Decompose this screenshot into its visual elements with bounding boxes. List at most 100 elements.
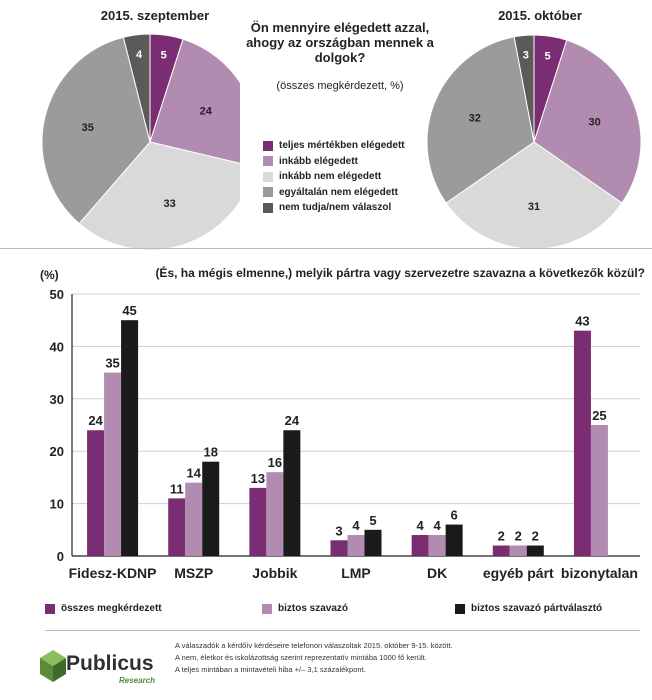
bar-value-label: 4 (434, 518, 442, 533)
logo-name: Publicus (66, 652, 154, 675)
bar-value-label: 11 (170, 481, 184, 496)
bar-value-label: 18 (203, 445, 217, 460)
legend-item: egyáltalán nem elégedett (263, 185, 405, 201)
bar (411, 535, 429, 556)
pie-slice (513, 34, 535, 143)
bar-value-label: 45 (122, 303, 136, 318)
bar-value-label: 13 (251, 471, 265, 486)
bar (509, 545, 527, 556)
bar-value-label: 24 (88, 413, 103, 428)
footnote: A válaszadók a kérdőív kérdéseire telefo… (175, 641, 453, 650)
legend-label: biztos szavazó pártválasztó (471, 603, 603, 614)
bar (283, 430, 301, 556)
bar (266, 472, 284, 556)
bar-value-label: 2 (515, 529, 522, 544)
pie-chart-october: 5 30 31 32 3 (426, 34, 642, 250)
bar (492, 545, 510, 556)
pie-slice (41, 36, 151, 225)
legend-label: inkább nem elégedett (279, 171, 382, 183)
bar-value-label: 2 (498, 529, 505, 544)
pie-slice (149, 38, 240, 164)
legend-label: nem tudja/nem válaszol (279, 202, 392, 214)
bar (590, 425, 608, 556)
x-category-label: egyéb párt (483, 565, 554, 581)
pie-slice (533, 39, 642, 204)
bar (364, 529, 382, 556)
footer-divider (45, 630, 640, 631)
bar-value-label: 4 (417, 518, 425, 533)
bar-legend-item: összes megkérdezett (45, 603, 162, 614)
bar (330, 540, 348, 556)
legend-item: teljes mértékben elégedett (263, 138, 405, 154)
y-tick-label: 10 (50, 497, 64, 512)
y-tick-label: 30 (50, 392, 64, 407)
footnotes: A válaszadók a kérdőív kérdéseire telefo… (175, 640, 453, 676)
pie-slice-label: 3 (523, 50, 529, 62)
bar-value-label: 43 (575, 314, 589, 329)
bar (526, 545, 544, 556)
logo-subtitle: Research (119, 676, 156, 685)
bar (249, 487, 267, 556)
pie-question-subtitle: (összes megkérdezett, %) (276, 80, 404, 92)
pie-title-september: 2015. szeptember (100, 8, 210, 23)
x-category-label: bizonytalan (561, 565, 638, 581)
bar (104, 372, 122, 556)
bar (445, 524, 463, 556)
legend-swatch (263, 140, 273, 151)
footnote: A nem, életkor és iskolázottság szerint … (175, 653, 427, 662)
x-category-label: LMP (341, 565, 371, 581)
bar-chart: 01020304050243545Fidesz-KDNP111418MSZP13… (50, 287, 640, 581)
y-tick-label: 0 (57, 549, 64, 564)
legend-swatch (45, 603, 55, 614)
bar-value-label: 14 (186, 466, 201, 481)
legend-label: biztos szavazó (278, 603, 349, 614)
bar-value-label: 3 (335, 523, 342, 538)
bar (185, 482, 203, 556)
legend-item: inkább nem elégedett (263, 169, 405, 185)
bar (87, 430, 105, 556)
x-category-label: DK (427, 565, 447, 581)
pie-slice (426, 36, 535, 204)
section-divider (0, 248, 652, 249)
footnote: A teljes mintában a mintavételi hiba +/–… (175, 665, 366, 674)
pie-legend: teljes mértékben elégedett inkább eléged… (263, 138, 405, 216)
bar (573, 330, 591, 556)
bar-value-label: 35 (105, 356, 119, 371)
bar-legend-item: biztos szavazó (262, 603, 348, 614)
pie-slice-label: 5 (161, 50, 167, 62)
legend-item: nem tudja/nem válaszol (263, 200, 405, 216)
bar (347, 535, 365, 556)
x-category-label: Jobbik (252, 565, 297, 581)
legend-label: összes megkérdezett (61, 603, 162, 614)
pie-question: Ön mennyire elégedett azzal, ahogy az or… (246, 20, 434, 65)
bar-value-label: 25 (592, 408, 606, 423)
y-tick-label: 40 (50, 339, 64, 354)
bar-value-label: 4 (352, 518, 360, 533)
bar (168, 498, 186, 556)
bar-legend-item: biztos szavazó pártválasztó (455, 603, 602, 614)
bar (202, 461, 220, 556)
pie-slice-label: 32 (469, 113, 481, 125)
pie-title-october: 2015. október (498, 8, 582, 23)
pie-slice-label: 24 (200, 106, 213, 118)
legend-label: egyáltalán nem elégedett (279, 186, 398, 198)
pie-slice-label: 33 (163, 198, 175, 210)
pie-slice-label: 30 (588, 116, 600, 128)
bar-chart-question: (És, ha mégis elmenne,) melyik pártra va… (155, 266, 645, 280)
pie-slice (78, 141, 240, 250)
bar-value-label: 24 (285, 413, 300, 428)
legend-swatch (262, 603, 272, 614)
bar-value-label: 2 (532, 529, 539, 544)
publicus-logo-icon (40, 650, 66, 682)
pie-chart-september: 5 24 33 35 4 (41, 33, 240, 250)
legend-label: teljes mértékben elégedett (279, 140, 405, 152)
bar-value-label: 6 (451, 508, 458, 523)
bar (428, 535, 446, 556)
legend-item: inkább elégedett (263, 154, 405, 170)
bar-value-label: 5 (369, 513, 376, 528)
bar (121, 320, 139, 556)
pie-slice-label: 5 (545, 50, 551, 62)
pie-slice-label: 4 (136, 49, 143, 61)
legend-swatch (455, 603, 465, 614)
y-tick-label: 50 (50, 287, 64, 302)
